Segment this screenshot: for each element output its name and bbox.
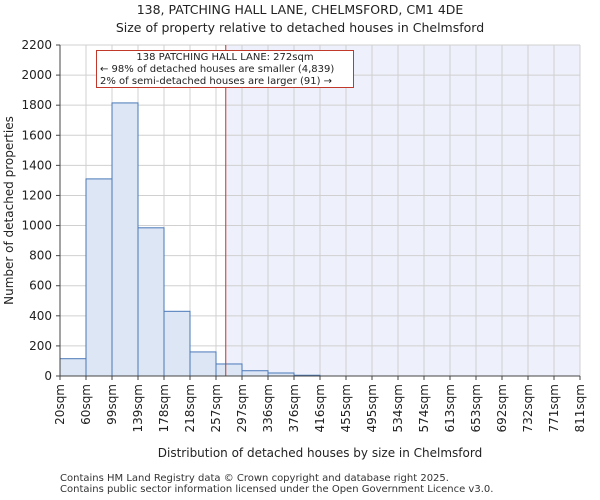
y-axis-title: Number of detached properties — [2, 116, 16, 305]
x-tick-label: 732sqm — [521, 384, 535, 432]
x-tick-label: 771sqm — [547, 384, 561, 432]
annotation-smaller-text: ← 98% of detached houses are smaller (4,… — [100, 64, 335, 75]
histogram-bar — [59, 358, 87, 377]
annotation-property-label: 138 PATCHING HALL LANE: 272sqm — [136, 52, 314, 63]
x-tick-label: 336sqm — [261, 384, 275, 432]
x-tick-label: 574sqm — [417, 384, 431, 432]
y-tick-label: 1800 — [21, 98, 52, 112]
y-tick-label: 1600 — [21, 128, 52, 142]
x-axis-title: Distribution of detached houses by size … — [158, 446, 482, 460]
x-tick-label: 613sqm — [443, 384, 457, 432]
footer-copyright: Contains HM Land Registry data © Crown c… — [60, 473, 449, 484]
histogram-bar — [163, 310, 191, 377]
chart-title: 138, PATCHING HALL LANE, CHELMSFORD, CM1… — [136, 2, 464, 17]
x-tick-label: 653sqm — [469, 384, 483, 432]
x-tick-label: 416sqm — [313, 384, 327, 432]
annotation-larger-text: 2% of semi-detached houses are larger (9… — [100, 76, 333, 87]
x-tick-label: 534sqm — [391, 384, 405, 432]
x-tick-label: 20sqm — [53, 384, 67, 425]
y-tick-label: 1200 — [21, 188, 52, 202]
footer-licence: Contains public sector information licen… — [60, 484, 494, 495]
chart-subtitle: Size of property relative to detached ho… — [115, 20, 485, 35]
x-tick-label: 495sqm — [365, 384, 379, 432]
y-tick-label: 2000 — [21, 68, 52, 82]
x-tick-label: 297sqm — [235, 384, 249, 432]
y-tick-label: 400 — [29, 309, 52, 323]
x-tick-label: 692sqm — [495, 384, 509, 432]
x-tick-label: 218sqm — [183, 384, 197, 432]
highlight-region — [225, 45, 580, 376]
property-annotation-box: 138 PATCHING HALL LANE: 272sqm ← 98% of … — [96, 50, 354, 88]
y-tick-label: 0 — [44, 369, 52, 383]
histogram-bar — [111, 102, 139, 377]
histogram-bar — [215, 363, 243, 377]
x-tick-label: 455sqm — [339, 384, 353, 432]
x-tick-label: 811sqm — [573, 384, 587, 432]
x-tick-label: 139sqm — [131, 384, 145, 432]
y-tick-label: 2200 — [21, 38, 52, 52]
y-tick-label: 200 — [29, 339, 52, 353]
x-tick-label: 60sqm — [79, 384, 93, 425]
histogram-bar — [85, 178, 113, 377]
histogram-bar — [189, 351, 217, 377]
y-tick-label: 600 — [29, 279, 52, 293]
y-tick-label: 1400 — [21, 158, 52, 172]
x-tick-label: 257sqm — [209, 384, 223, 432]
y-tick-label: 1000 — [21, 219, 52, 233]
x-tick-label: 376sqm — [287, 384, 301, 432]
x-tick-label: 178sqm — [157, 384, 171, 432]
histogram-bar — [137, 227, 165, 377]
histogram-bar — [241, 370, 269, 377]
x-tick-label: 99sqm — [105, 384, 119, 425]
y-tick-label: 800 — [29, 249, 52, 263]
